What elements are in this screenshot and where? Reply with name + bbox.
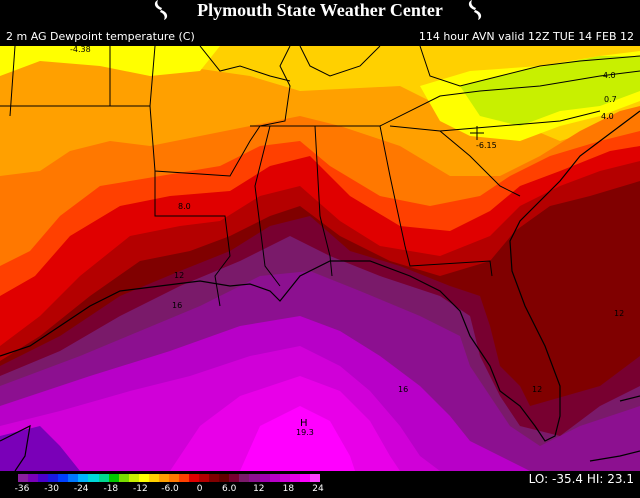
band-gold [0, 46, 640, 141]
lo-hi-readout: LO: -35.4 HI: 23.1 [528, 472, 634, 486]
header-bar: Plymouth State Weather Center 2 m AG Dew… [0, 0, 640, 46]
state-line-louisiana [154, 171, 231, 307]
field-description: 2 m AG Dewpoint temperature (C) [6, 30, 195, 43]
gulf-atlantic-coast [0, 110, 640, 442]
bahamas-coast [619, 395, 640, 402]
state-line-alabama [314, 125, 333, 277]
hurricane-right-icon [468, 0, 482, 20]
color-scale-swatch [299, 474, 310, 482]
state-line-georgia [379, 125, 493, 277]
color-scale-swatch [239, 474, 250, 482]
color-scale-tick-label: -24 [73, 484, 89, 494]
label-4-0: 4.0 [601, 112, 614, 121]
label-12c: 12 [614, 309, 624, 318]
color-scale-swatch [78, 474, 89, 482]
color-scale-swatch [209, 474, 220, 482]
coastline [0, 110, 640, 471]
color-scale-tick-label: 12 [253, 484, 265, 494]
map-labels: -4.38 -4.0 0.7 4.0 -6.15 8.0 12 16 12 16… [70, 46, 624, 437]
label-0-7: 0.7 [604, 95, 617, 104]
label-neg6-15: -6.15 [476, 141, 497, 150]
color-scale-swatch [309, 474, 320, 482]
label-12b: 12 [532, 385, 542, 394]
color-scale-swatch [128, 474, 139, 482]
color-scale-ticks: -36 -30 -24 -18 -12 -6.0 0 6.0 12 18 24 [0, 484, 340, 498]
band-violet-corner [0, 426, 80, 471]
color-scale-swatch [108, 474, 119, 482]
color-scale-swatch [148, 474, 159, 482]
label-19-3: 19.3 [296, 428, 314, 437]
color-scale-swatch [48, 474, 59, 482]
color-scale-swatch [229, 474, 240, 482]
state-line-carolina [389, 125, 521, 197]
keys-coast [589, 450, 640, 462]
color-scale-tick-label: 18 [282, 484, 295, 494]
color-scale-swatch [179, 474, 190, 482]
color-scale-swatch [58, 474, 69, 482]
state-line-west [9, 46, 16, 117]
mexico-coast [0, 424, 31, 471]
color-scale-swatch [199, 474, 210, 482]
label-neg4-38: -4.38 [70, 46, 91, 54]
dewpoint-map-svg: -4.38 -4.0 0.7 4.0 -6.15 8.0 12 16 12 16… [0, 46, 640, 471]
color-scale-swatch [269, 474, 280, 482]
color-scale-swatch [289, 474, 300, 482]
color-scale-swatch [189, 474, 200, 482]
color-scale-tick-label: 24 [312, 484, 324, 494]
state-line-nc [439, 110, 601, 132]
page-title: Plymouth State Weather Center [197, 0, 443, 20]
color-scale-swatch [168, 474, 179, 482]
hurricane-left-icon [154, 0, 168, 20]
dewpoint-map: -4.38 -4.0 0.7 4.0 -6.15 8.0 12 16 12 16… [0, 46, 640, 471]
label-16a: 16 [172, 301, 182, 310]
color-scale-tick-label: -12 [133, 484, 148, 494]
forecast-valid-time: 114 hour AVN valid 12Z TUE 14 FEB 12 [418, 30, 634, 43]
color-scale-swatch [249, 474, 260, 482]
color-scale-tick-label: 6.0 [222, 484, 237, 494]
color-scale-swatch [28, 474, 39, 482]
color-scale-swatch [118, 474, 129, 482]
state-line-va [419, 46, 640, 87]
color-scale-tick-label: -36 [14, 484, 30, 494]
label-8-0: 8.0 [178, 202, 191, 211]
color-scale-swatch [98, 474, 109, 482]
color-scale-swatch [38, 474, 49, 482]
color-scale-tick-label: 0 [196, 484, 203, 494]
color-scale-swatch [88, 474, 99, 482]
color-scale-swatch [158, 474, 169, 482]
label-16b: 16 [398, 385, 408, 394]
state-line-ky [299, 46, 381, 77]
boundaries [0, 46, 640, 307]
river-line [199, 46, 291, 82]
color-scale-tick-label: -18 [103, 484, 119, 494]
color-scale-tick-label: -6.0 [161, 484, 179, 494]
band-lime [460, 56, 640, 126]
color-scale-swatch [219, 474, 230, 482]
color-scale-swatch [279, 474, 290, 482]
color-scale-bar [18, 474, 320, 482]
label-h: H [300, 418, 308, 429]
state-line-mississippi [254, 125, 281, 287]
label-12a: 12 [174, 271, 184, 280]
color-scale-swatch [138, 474, 149, 482]
color-scale-tick-label: -30 [44, 484, 59, 494]
label-neg4-0: -4.0 [600, 71, 616, 80]
band-pink-max [240, 406, 355, 471]
low-center-marker [470, 126, 484, 140]
color-scale-swatch [68, 474, 79, 482]
color-scale-swatch [18, 474, 29, 482]
color-scale-swatch [259, 474, 270, 482]
